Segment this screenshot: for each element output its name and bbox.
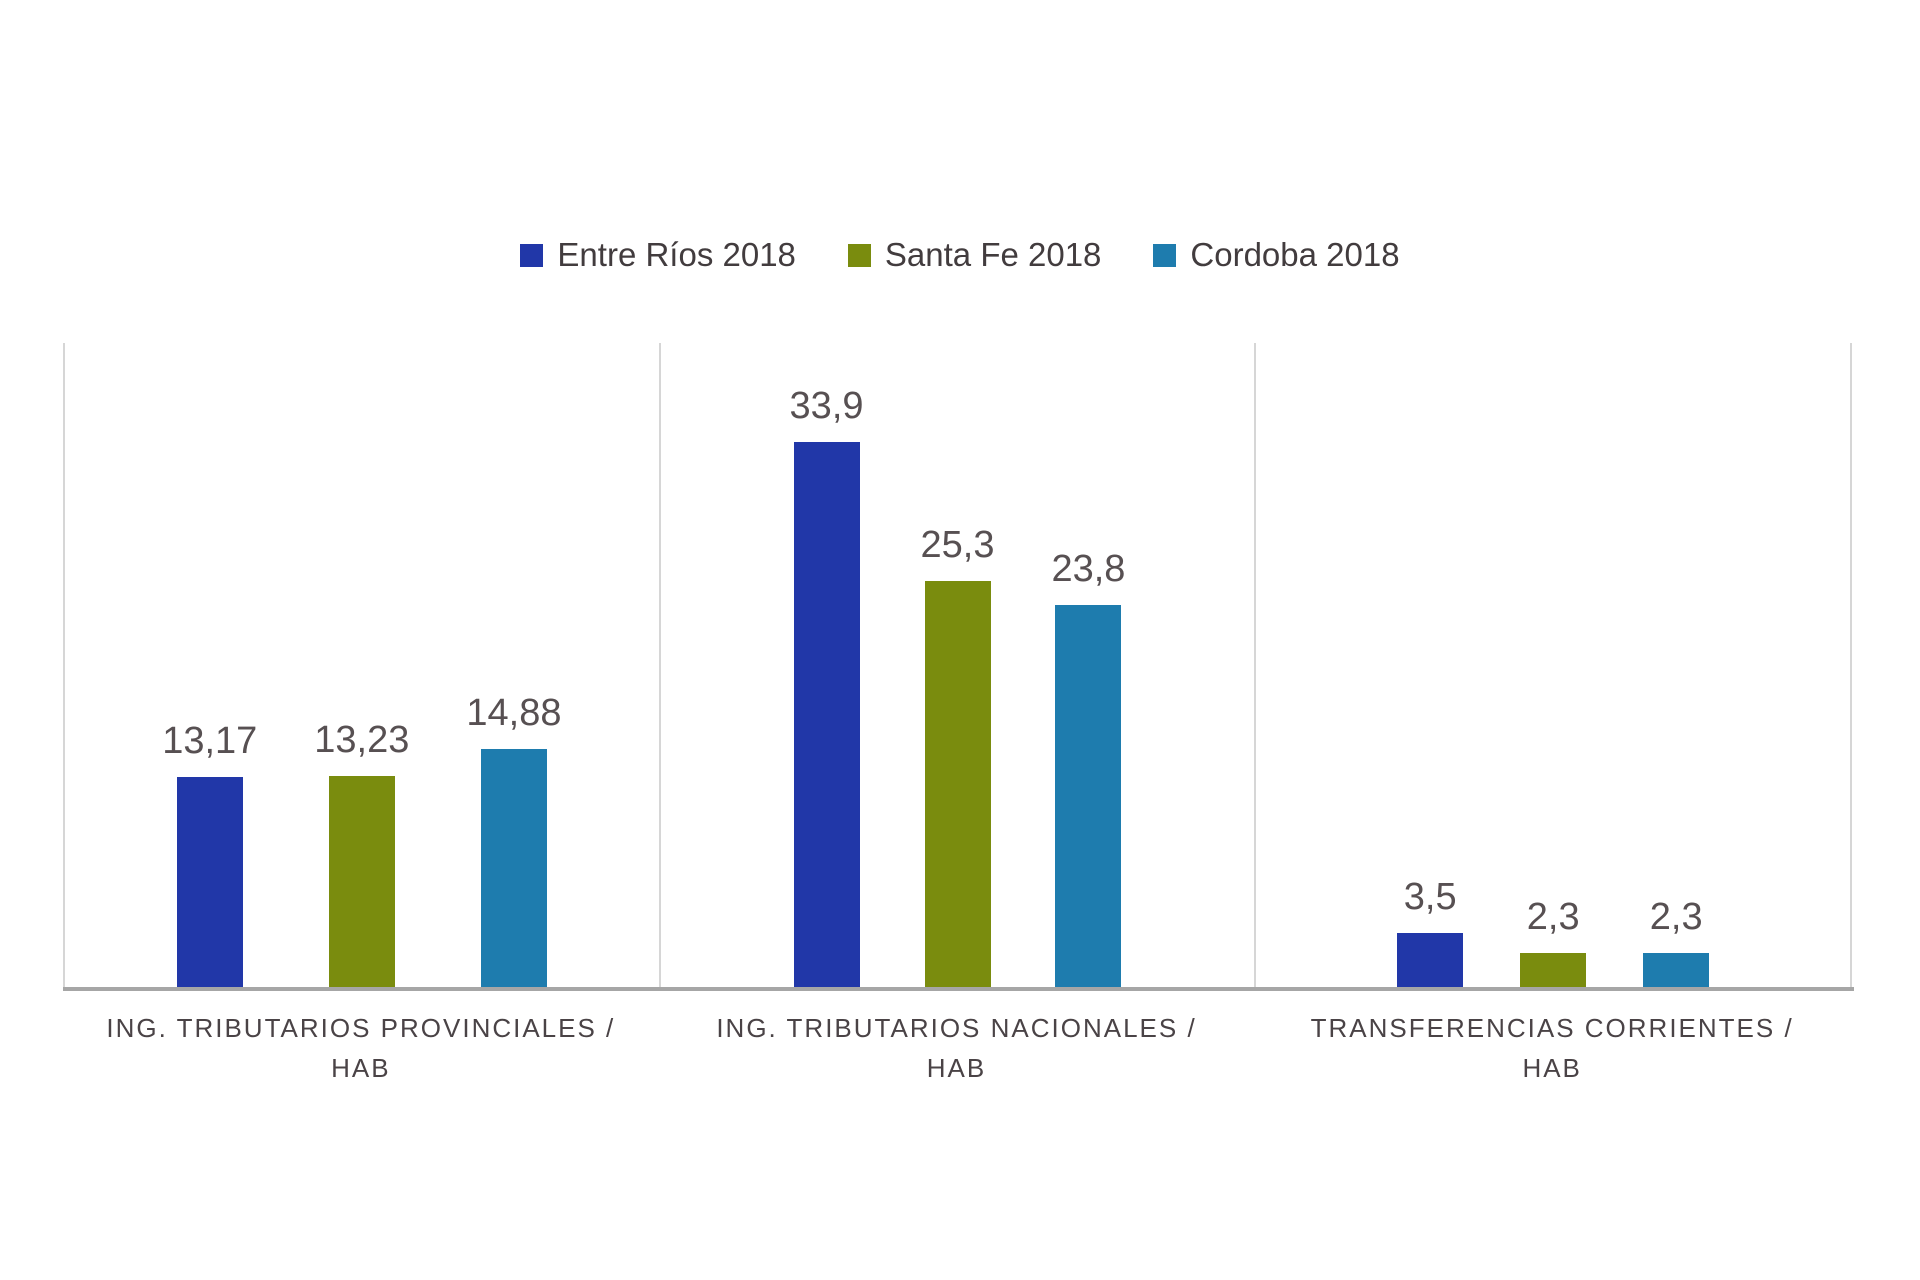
legend-item-santa-fe: Santa Fe 2018 xyxy=(847,236,1102,274)
bar-value-label: 2,3 xyxy=(1526,895,1580,938)
bar-column-cat1-series0: 33,9 xyxy=(790,385,864,990)
plot-area: 13,17 13,23 14,88 33,9 25,3 23,8 3,5 2,3 2,3 xyxy=(63,343,1854,991)
bar-group-provinciales: 13,17 13,23 14,88 xyxy=(65,343,659,990)
legend-label-cordoba: Cordoba 2018 xyxy=(1190,236,1400,273)
category-axis-labels: ING. TRIBUTARIOS PROVINCIALES / HAB ING.… xyxy=(63,1008,1850,1088)
bar-group-transferencias: 3,5 2,3 2,3 xyxy=(1256,343,1850,990)
category-label-line: HAB xyxy=(331,1053,391,1083)
category-label-provinciales: ING. TRIBUTARIOS PROVINCIALES / HAB xyxy=(63,1008,659,1088)
category-label-nacionales: ING. TRIBUTARIOS NACIONALES / HAB xyxy=(659,1008,1255,1088)
legend-label-santa-fe: Santa Fe 2018 xyxy=(884,236,1102,273)
bar xyxy=(176,777,243,990)
legend-item-entre-rios: Entre Ríos 2018 xyxy=(520,236,796,274)
bar-group-nacionales: 33,9 25,3 23,8 xyxy=(661,343,1255,990)
bar-column-cat2-series0: 3,5 xyxy=(1397,876,1464,990)
bar xyxy=(1520,952,1587,990)
bar xyxy=(328,776,395,990)
chart-legend: Entre Ríos 2018 Santa Fe 2018 Cordoba 20… xyxy=(0,236,1920,274)
bar-value-label: 23,8 xyxy=(1051,548,1126,590)
category-label-transferencias: TRANSFERENCIAS CORRIENTES / HAB xyxy=(1254,1008,1850,1088)
bar-value-label: 3,5 xyxy=(1403,876,1457,919)
bar-column-cat2-series2: 2,3 xyxy=(1643,895,1710,990)
x-axis-line xyxy=(63,987,1854,991)
bar xyxy=(1397,933,1464,990)
bar-value-label: 14,88 xyxy=(466,692,562,735)
bar xyxy=(1055,605,1122,990)
bar xyxy=(480,749,547,990)
category-label-line: TRANSFERENCIAS CORRIENTES / xyxy=(1310,1013,1794,1043)
bar xyxy=(793,441,860,990)
bar-value-label: 2,3 xyxy=(1649,895,1703,938)
legend-swatch-santa-fe-icon xyxy=(847,243,871,267)
bar-column-cat1-series1: 25,3 xyxy=(920,523,995,990)
panel-transferencias-corrientes: 3,5 2,3 2,3 xyxy=(1256,343,1853,990)
bar-column-cat0-series0: 13,17 xyxy=(162,720,257,990)
bar xyxy=(1643,952,1710,990)
bar xyxy=(924,580,991,990)
legend-item-cordoba: Cordoba 2018 xyxy=(1153,236,1400,274)
bar-column-cat1-series2: 23,8 xyxy=(1051,548,1125,990)
legend-swatch-entre-rios-icon xyxy=(520,243,544,267)
bar-value-label: 13,17 xyxy=(162,720,258,762)
bar-value-label: 13,23 xyxy=(314,719,410,761)
bar-column-cat0-series1: 13,23 xyxy=(314,719,409,990)
category-label-line: HAB xyxy=(1522,1053,1582,1083)
bar-value-label: 33,9 xyxy=(789,384,864,427)
bar-column-cat2-series1: 2,3 xyxy=(1520,895,1587,990)
legend-swatch-cordoba-icon xyxy=(1153,243,1177,267)
category-label-line: ING. TRIBUTARIOS NACIONALES / xyxy=(716,1013,1197,1043)
bar-value-label: 25,3 xyxy=(920,523,995,566)
legend-label-entre-rios: Entre Ríos 2018 xyxy=(557,236,796,273)
panel-tributarios-provinciales: 13,17 13,23 14,88 xyxy=(65,343,661,990)
panel-tributarios-nacionales: 33,9 25,3 23,8 xyxy=(661,343,1257,990)
bar-column-cat0-series2: 14,88 xyxy=(466,692,561,990)
category-label-line: ING. TRIBUTARIOS PROVINCIALES / xyxy=(106,1013,616,1043)
category-label-line: HAB xyxy=(926,1053,987,1083)
